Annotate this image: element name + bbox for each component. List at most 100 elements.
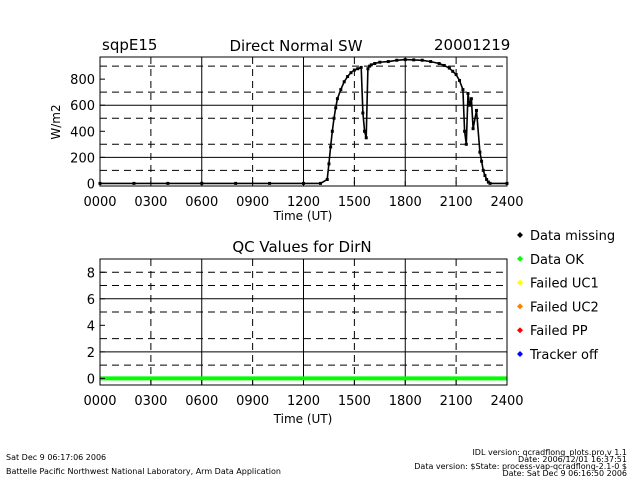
data-point	[327, 162, 331, 166]
data-point	[332, 116, 336, 120]
lab-affiliation: Battelle Pacific Northwest National Labo…	[6, 467, 281, 476]
data-point	[335, 97, 339, 101]
chart-title-dirn: Direct Normal SW	[229, 37, 362, 55]
x-axis-label-qc: Time (UT)	[273, 412, 333, 426]
data-point	[373, 62, 377, 66]
data-point	[429, 60, 433, 64]
y-tick-label: 6	[87, 293, 95, 308]
x-tick-label: 2400	[490, 394, 523, 409]
y-tick-label: 0	[87, 177, 95, 192]
x-tick-label: 1800	[389, 394, 422, 409]
data-point	[342, 80, 346, 84]
y-tick-label: 4	[87, 319, 95, 334]
chart-title-qc: QC Values for DirN	[232, 238, 371, 256]
data-point	[478, 150, 482, 154]
data-point	[469, 97, 473, 101]
y-tick-label: 8	[87, 266, 95, 281]
legend-label: Failed UC2	[530, 300, 599, 315]
y-axis-label-dirn: W/m2	[49, 104, 63, 139]
data-point	[359, 65, 363, 69]
legend-label: Failed PP	[530, 324, 588, 339]
station-label: sqpE15	[102, 36, 157, 54]
x-tick-label: 1800	[389, 195, 422, 210]
data-point	[466, 91, 470, 95]
legend-marker	[517, 327, 523, 334]
data-point	[454, 73, 458, 77]
legend-label: Failed UC1	[530, 277, 599, 292]
date-label: 20001219	[434, 36, 510, 54]
y-tick-label: 400	[70, 125, 95, 140]
axis-ticks-dirn: 0000 0300 0600 0900 1200 1500 1800 2100 2400 0 200…	[70, 73, 523, 210]
legend-marker	[517, 232, 523, 238]
data-point	[364, 136, 368, 140]
data-point	[363, 129, 367, 133]
data-point	[361, 111, 365, 115]
data-point	[366, 67, 370, 71]
data-point	[486, 180, 490, 184]
data-date: Date: Sat Dec 9 06:16:50 2006	[502, 469, 627, 478]
data-point	[463, 129, 467, 133]
chart-grid-dirn	[100, 57, 507, 186]
series-line-dirn	[100, 58, 507, 185]
data-point	[471, 127, 475, 131]
y-tick-label: 200	[70, 151, 95, 166]
data-point	[334, 106, 338, 110]
y-tick-label: 600	[70, 99, 95, 114]
x-tick-label: 0600	[185, 195, 218, 210]
x-tick-label: 0300	[134, 394, 167, 409]
data-point	[412, 58, 416, 62]
legend-marker	[517, 255, 523, 262]
data-point	[329, 145, 333, 149]
data-point	[268, 181, 272, 185]
data-point	[395, 58, 399, 62]
data-point	[464, 142, 468, 146]
data-point	[488, 181, 492, 185]
x-tick-label: 2100	[440, 195, 473, 210]
x-tick-label: 0900	[236, 195, 269, 210]
data-point	[403, 58, 407, 62]
legend-marker	[517, 351, 523, 357]
qc-legend: Data missing Data OK Failed UC1 Failed UC2 F…	[517, 229, 615, 363]
x-tick-label: 2400	[490, 195, 523, 210]
x-tick-label: 0300	[134, 195, 167, 210]
data-point	[318, 181, 322, 185]
data-point	[483, 174, 487, 178]
x-tick-label: 0600	[185, 394, 218, 409]
y-tick-label: 800	[70, 73, 95, 88]
data-point	[378, 60, 382, 64]
axis-ticks-qc: 0000 0300 0600 0900 1200 1500 1800 2100 2400 0 2 4 6…	[83, 266, 523, 409]
data-point	[468, 103, 472, 107]
data-point	[356, 67, 360, 71]
data-point	[458, 78, 462, 82]
data-point	[437, 62, 441, 66]
data-point	[325, 177, 329, 181]
x-axis-label-dirn: Time (UT)	[273, 209, 333, 223]
data-point	[420, 58, 424, 62]
x-tick-label: 2100	[440, 394, 473, 409]
chart-grid-qc	[100, 259, 507, 385]
data-version: Data version: $State: process-vap-qcradf…	[414, 462, 627, 471]
data-point	[442, 63, 446, 67]
data-point	[339, 88, 343, 92]
x-tick-label: 1500	[338, 195, 371, 210]
data-point	[368, 64, 372, 68]
data-point	[386, 60, 390, 64]
data-point	[481, 168, 485, 172]
data-point	[485, 177, 489, 181]
x-tick-label: 1200	[287, 195, 320, 210]
data-point	[132, 181, 136, 185]
run-timestamp: Sat Dec 9 06:17:06 2006	[6, 453, 106, 462]
x-tick-label: 0000	[83, 394, 116, 409]
data-point	[346, 75, 350, 79]
data-point	[480, 159, 484, 163]
data-point	[234, 181, 238, 185]
legend-marker	[517, 279, 523, 286]
idl-version: IDL version: qcradflong_plots.pro,v 1.1	[472, 448, 627, 457]
idl-date: Date: 2006/12/01 16:37:51	[518, 455, 627, 464]
legend-label: Data OK	[530, 253, 584, 268]
data-point	[369, 63, 373, 67]
data-point	[474, 108, 478, 112]
y-tick-label: 0	[87, 372, 95, 387]
